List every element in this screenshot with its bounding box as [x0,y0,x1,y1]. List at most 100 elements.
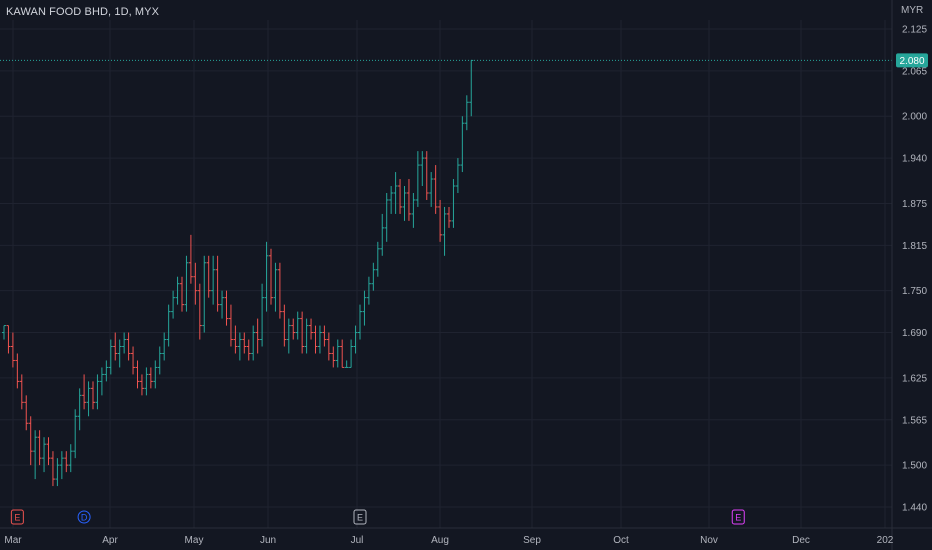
ohlc-bar [99,367,104,396]
ohlc-bar [358,304,362,340]
y-tick-label: 1.565 [902,415,927,426]
ohlc-bar [126,332,131,361]
ohlc-bar [117,339,122,368]
ohlc-bar [82,374,87,410]
x-tick-label: Sep [523,535,541,546]
earnings-marker[interactable]: E [731,509,745,525]
y-tick-label: 2.000 [902,112,927,123]
ohlc-bar [393,172,398,214]
ohlc-bar [15,353,20,389]
ohlc-bar [28,416,33,466]
ohlc-bar [429,172,434,207]
ohlc-bar [246,339,251,361]
ohlc-bar [455,158,460,193]
y-tick-label: 1.815 [902,241,927,252]
ohlc-bar [10,332,15,368]
event-marker-label: E [357,513,363,523]
ohlc-bar [460,116,465,173]
ohlc-bar [251,325,256,361]
ohlc-bar [224,290,229,326]
ohlc-bar [180,276,184,312]
x-tick-label: Nov [700,535,718,546]
y-tick-label: 2.065 [902,66,927,77]
ohlc-bar [380,213,385,256]
y-tick-label: 2.125 [902,25,927,36]
ohlc-bar [340,339,345,368]
ohlc-bar [447,206,451,228]
price-axis[interactable]: 2.125 2.065 2.000 1.940 1.875 1.815 1.750 1.690… [891,0,927,550]
x-tick-label: Mar [4,535,22,546]
ohlc-bar [264,241,269,312]
ohlc-bar [228,304,233,347]
ohlc-bar [353,325,358,354]
ohlc-bar [424,151,429,200]
currency-label: MYR [901,5,924,16]
ohlc-bar [59,451,64,480]
chart-title: KAWAN FOOD BHD, 1D, MYX [6,6,160,18]
ohlc-bar [464,95,469,131]
y-tick-label: 1.690 [902,328,927,339]
ohlc-bar [202,255,207,333]
ohlc-bar [242,332,247,354]
ohlc-bar [33,430,38,480]
y-tick-label: 1.440 [902,503,927,514]
ohlc-bar [2,325,6,340]
x-tick-label: Dec [792,535,810,546]
ohlc-bar [73,409,78,459]
ohlc-bar [95,374,100,410]
ohlc-bar [415,151,420,207]
ohlc-bar [322,325,327,347]
ohlc-bar [317,325,322,354]
ohlc-bar [86,381,91,417]
ohlc-bar [286,318,291,354]
grid-lines [0,20,892,528]
ohlc-bar [113,332,118,361]
event-marker-label: D [81,513,88,523]
ohlc-bar [193,262,198,305]
ohlc-bar [175,276,180,305]
y-tick-label: 1.750 [902,286,927,297]
ohlc-bar [420,151,425,187]
ohlc-bar [166,304,171,347]
ohlc-bar [46,437,51,466]
ohlc-bar [433,165,438,214]
ohlc-bar [277,262,282,319]
ohlc-bar [184,255,189,312]
ohlc-bar [269,248,273,305]
ohlc-bar [104,360,109,382]
ohlc-bar [371,262,376,291]
ohlc-bar [442,206,447,256]
ohlc-bar [326,332,331,361]
y-tick-label: 1.940 [902,154,927,165]
ohlc-bar [77,388,82,431]
last-price-line: 2.080 [0,53,928,68]
ohlc-bar [157,346,162,375]
ohlc-bar [273,262,278,312]
ohlc-bar [313,325,318,354]
y-tick-label: 1.875 [902,199,927,210]
ohlc-bar [384,192,389,242]
ohlc-bar [291,318,296,340]
x-tick-label: Apr [102,535,118,546]
ohlc-bar [389,186,394,214]
ohlc-bar [206,255,211,298]
ohlc-bar [331,346,336,368]
time-axis[interactable]: Mar Apr May Jun Jul Aug Sep Oct Nov Dec 202 [0,527,932,546]
ohlc-bar [122,332,127,354]
ohlc-bars [2,59,474,487]
x-tick-label: Oct [613,535,629,546]
ohlc-bar [366,276,371,305]
ohlc-bar [282,304,287,347]
earnings-marker[interactable]: E [10,509,24,525]
ohlc-bar [344,360,349,368]
ohlc-bar [144,367,149,396]
ohlc-bar [50,451,55,487]
ohlc-bar [171,290,176,319]
ohlc-bar [438,199,443,242]
ohlc-bar [237,332,242,361]
y-tick-label: 1.500 [902,461,927,472]
earnings-marker[interactable]: E [353,509,367,525]
dividend-marker[interactable]: D [77,510,91,524]
